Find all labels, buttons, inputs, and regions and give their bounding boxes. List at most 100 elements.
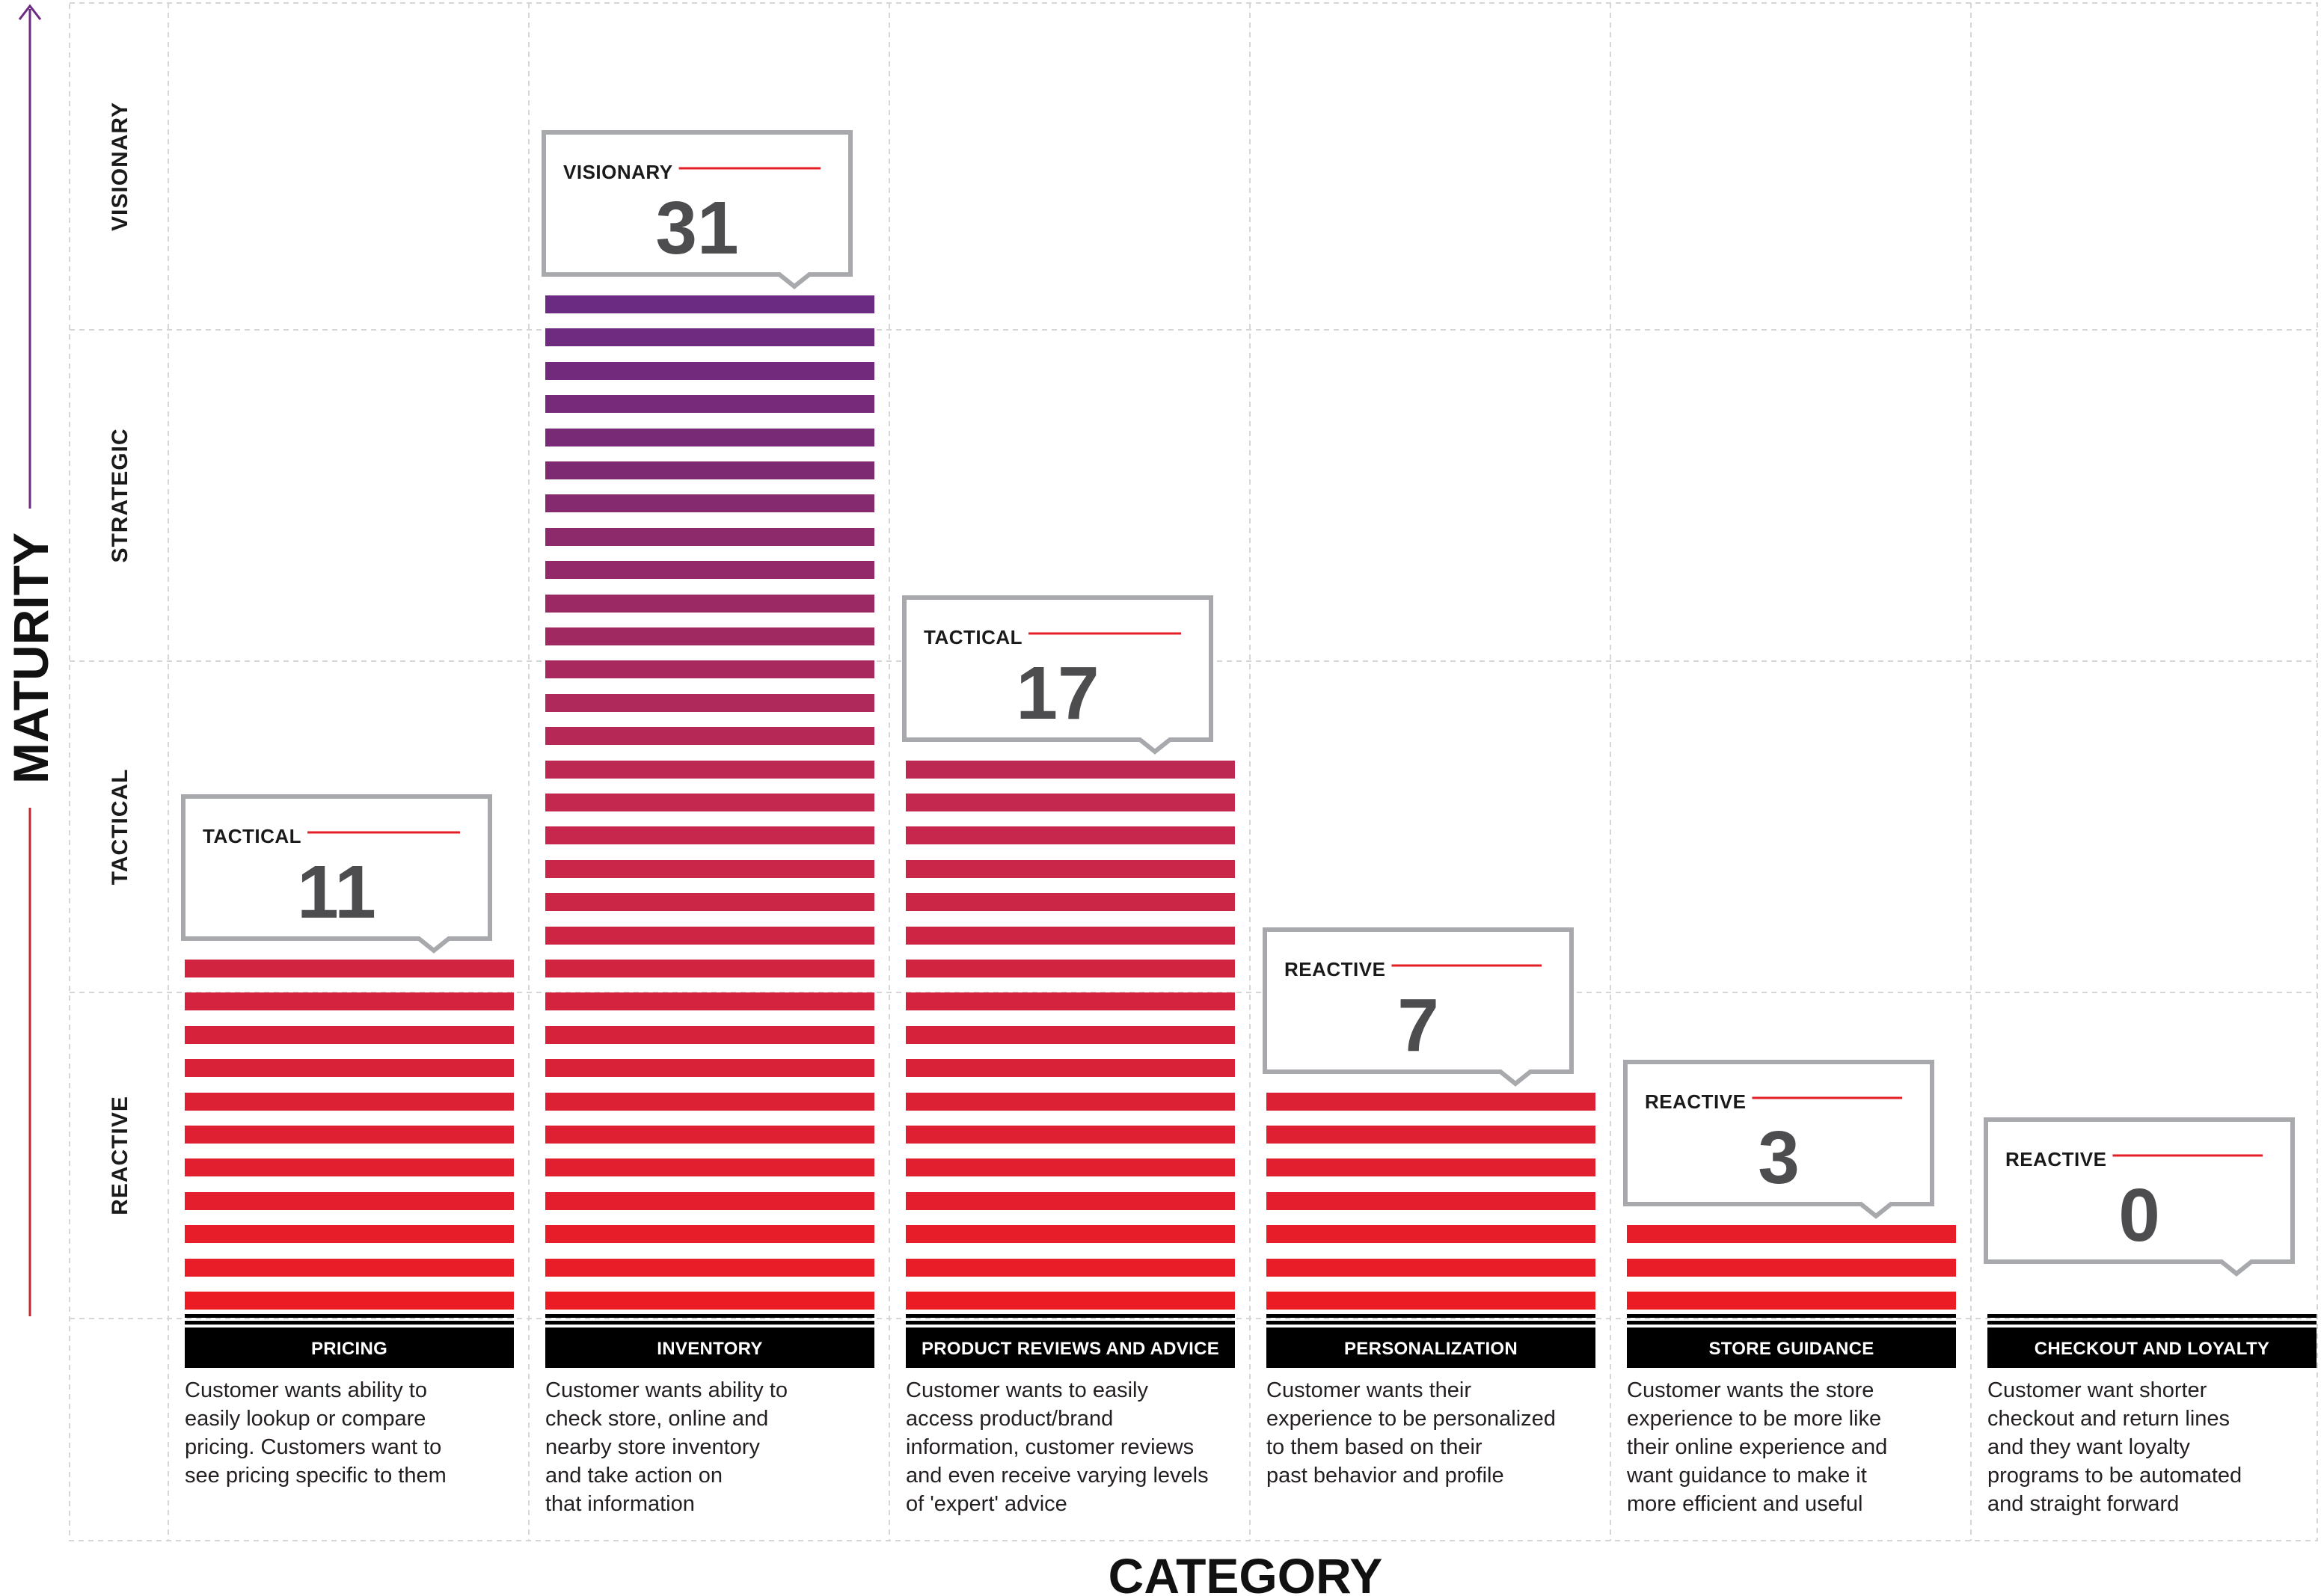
bar-segment (906, 794, 1235, 811)
category-description-line: information, customer reviews (906, 1435, 1194, 1459)
callout-value: 11 (297, 850, 376, 934)
bar-segment (545, 1158, 874, 1176)
bar-segment (906, 761, 1235, 779)
callout-maturity-label: TACTICAL (924, 626, 1022, 648)
axis-arrow-icon (18, 4, 42, 20)
callout-bubble (1984, 1117, 2295, 1277)
bar-segment (906, 893, 1235, 911)
bar-baseline (185, 1314, 514, 1318)
bar-segment (906, 992, 1235, 1010)
bar-segment (1266, 1225, 1595, 1243)
bar-segment (545, 1259, 874, 1277)
category-description-line: Customer wants their (1266, 1378, 1471, 1402)
bar-segment (545, 1093, 874, 1111)
y-axis-title: MATURITY (3, 532, 58, 784)
bar-segment (185, 1192, 514, 1210)
bar-segment (545, 893, 874, 911)
bar-segment (545, 794, 874, 811)
category-label-box (185, 1328, 514, 1368)
bar-segment (1627, 1259, 1956, 1277)
bar-segment (545, 660, 874, 678)
bar-segment (545, 927, 874, 945)
bar-segment (185, 1225, 514, 1243)
category-label-box (545, 1328, 874, 1368)
callout-value: 17 (1016, 651, 1099, 735)
category-description-line: see pricing specific to them (185, 1464, 447, 1488)
category-label-box (1987, 1328, 2317, 1368)
bar-segment (1627, 1292, 1956, 1310)
bar-baseline (1266, 1321, 1595, 1325)
bar-segment (1266, 1158, 1595, 1176)
category-description-line: check store, online and (545, 1407, 768, 1431)
category-description-line: more efficient and useful (1627, 1492, 1862, 1516)
bar-segment (545, 362, 874, 380)
bar-segment (906, 1259, 1235, 1277)
bar-segment (906, 1292, 1235, 1310)
category-label: PRODUCT REVIEWS AND ADVICE (922, 1339, 1219, 1359)
bar-segment (906, 826, 1235, 844)
bar-segment (545, 295, 874, 313)
category-description-line: that information (545, 1492, 695, 1516)
callout-maturity-label: REACTIVE (1284, 958, 1385, 980)
grid-border (69, 2, 2318, 1541)
bar-segment (545, 1126, 874, 1144)
category-description-line: easily lookup or compare (185, 1407, 426, 1431)
callout-bubble (181, 794, 492, 954)
bar-segment (545, 761, 874, 779)
category-description-line: Customer wants ability to (185, 1378, 427, 1402)
callout-maturity-label: TACTICAL (203, 825, 301, 847)
bars (185, 295, 2317, 1325)
bar-segment (545, 395, 874, 413)
maturity-band-label: TACTICAL (108, 769, 132, 886)
callout-bubble (1263, 927, 1574, 1087)
bar-segment (545, 860, 874, 878)
category-description-line: of 'expert' advice (906, 1492, 1067, 1516)
category-description-line: to them based on their (1266, 1435, 1483, 1459)
bar-segment (1266, 1093, 1595, 1111)
bar-baseline (545, 1314, 874, 1318)
category-description-line: and they want loyalty (1987, 1435, 2190, 1459)
bar-segment (906, 1093, 1235, 1111)
category-description-line: past behavior and profile (1266, 1464, 1504, 1488)
x-axis-title: CATEGORY (1109, 1548, 1383, 1596)
bar-segment (545, 595, 874, 613)
bar-segment (1627, 1225, 1956, 1243)
bar-segment (1266, 1292, 1595, 1310)
callout-bubble (1623, 1060, 1934, 1219)
category-label: CHECKOUT AND LOYALTY (2035, 1339, 2269, 1359)
bar-baseline (906, 1314, 1235, 1318)
bar-segment (906, 1126, 1235, 1144)
bar-segment (185, 1093, 514, 1111)
category-label: PERSONALIZATION (1344, 1339, 1518, 1359)
category-label-box (1266, 1328, 1595, 1368)
maturity-axis: REACTIVE TACTICAL STRATEGIC VISIONARY MATURI… (3, 4, 1383, 1596)
bar-segment (545, 461, 874, 479)
bar-segment (185, 960, 514, 977)
bar-segment (906, 860, 1235, 878)
bar-segment (906, 1026, 1235, 1044)
category-label: STORE GUIDANCE (1708, 1339, 1874, 1359)
bar-segment (545, 627, 874, 645)
bar-segment (545, 992, 874, 1010)
category-description-line: want guidance to make it (1626, 1464, 1867, 1488)
callout-bubble (902, 595, 1213, 755)
bar-baseline (1987, 1321, 2317, 1325)
bar-segment (545, 429, 874, 446)
bar-segment (906, 927, 1235, 945)
bar-baseline (185, 1321, 514, 1325)
bar-segment (185, 992, 514, 1010)
category-description-line: Customer wants ability to (545, 1378, 788, 1402)
bar-segment (545, 1225, 874, 1243)
callout-bubble (542, 130, 853, 289)
bar-segment (185, 1292, 514, 1310)
bar-baseline (1627, 1314, 1956, 1318)
bar-segment (1266, 1126, 1595, 1144)
category-description-line: Customer want shorter (1987, 1378, 2207, 1402)
bar-baseline (1266, 1314, 1595, 1318)
category-description-line: programs to be automated (1987, 1464, 2242, 1488)
bar-segment (906, 1158, 1235, 1176)
bar-segment (906, 1059, 1235, 1077)
callout-maturity-label: VISIONARY (563, 161, 673, 183)
bar-segment (545, 1192, 874, 1210)
